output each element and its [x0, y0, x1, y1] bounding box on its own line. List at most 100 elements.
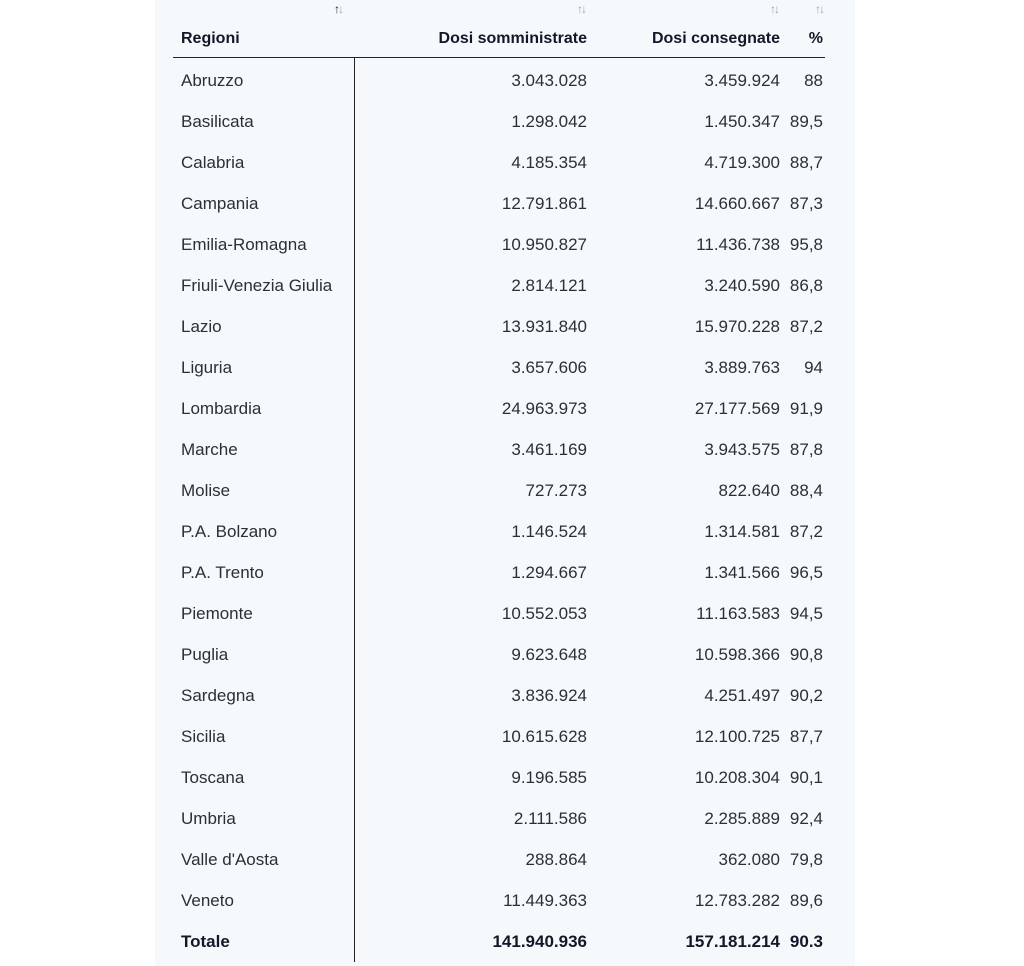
table-row: Veneto 11.449.363 12.783.282 89,6	[173, 880, 825, 921]
cell-region: Campania	[173, 183, 355, 224]
column-header-label: Dosi somministrate	[438, 30, 587, 47]
cell-administered: 4.185.354	[511, 152, 587, 172]
table-row: Lombardia 24.963.973 27.177.569 91,9	[173, 388, 825, 429]
cell-total-administered: 141.940.936	[492, 931, 587, 951]
cell-administered: 10.950.827	[501, 234, 587, 254]
cell-delivered: 15.970.228	[694, 316, 780, 336]
cell-percent: 88	[804, 70, 823, 90]
cell-delivered: 3.943.575	[704, 439, 780, 459]
cell-administered: 2.111.586	[513, 808, 587, 828]
column-header-region[interactable]: ↑↓ Regioni	[173, 0, 354, 58]
table-row: Basilicata 1.298.042 1.450.347 89,5	[173, 101, 825, 142]
cell-percent: 89,5	[789, 111, 823, 131]
cell-percent: 91,9	[789, 398, 823, 418]
cell-percent: 96,5	[789, 562, 823, 582]
table-row: Sicilia 10.615.628 12.100.725 87,7	[173, 716, 825, 757]
cell-administered: 3.657.606	[511, 357, 587, 377]
cell-administered: 1.298.042	[511, 111, 587, 131]
cell-percent: 92,4	[789, 808, 823, 828]
cell-delivered: 14.660.667	[694, 193, 780, 213]
cell-administered: 727.273	[525, 480, 587, 500]
cell-delivered: 11.436.738	[696, 234, 780, 254]
cell-delivered: 11.163.583	[696, 603, 780, 623]
table-row: Marche 3.461.169 3.943.575 87,8	[173, 429, 825, 470]
cell-administered: 3.461.169	[511, 439, 587, 459]
cell-region: Valle d'Aosta	[173, 839, 355, 880]
table-panel: ↑↓ Regioni ↑↓ Dosi somministrate ↑↓ Dosi…	[155, 0, 855, 966]
table-row: Campania 12.791.861 14.660.667 87,3	[173, 183, 825, 224]
cell-region: Lombardia	[173, 388, 355, 429]
cell-region: Marche	[173, 429, 355, 470]
table-row: Sardegna 3.836.924 4.251.497 90,2	[173, 675, 825, 716]
table-row: Piemonte 10.552.053 11.163.583 94,5	[173, 593, 825, 634]
cell-percent: 87,8	[789, 439, 823, 459]
cell-administered: 11.449.363	[503, 890, 587, 910]
cell-percent: 87,3	[789, 193, 823, 213]
cell-delivered: 10.598.366	[694, 644, 780, 664]
table-row: Umbria 2.111.586 2.285.889 92,4	[173, 798, 825, 839]
table-row: Friuli-Venezia Giulia 2.814.121 3.240.590 8…	[173, 265, 825, 306]
sort-arrows-icon[interactable]: ↑↓	[334, 2, 344, 16]
cell-percent: 95,8	[789, 234, 823, 254]
cell-delivered: 12.100.725	[694, 726, 780, 746]
cell-administered: 10.552.053	[501, 603, 587, 623]
cell-delivered: 2.285.889	[704, 808, 780, 828]
cell-administered: 12.791.861	[501, 193, 587, 213]
sort-arrows-icon[interactable]: ↑↓	[577, 2, 587, 16]
sort-arrows-icon[interactable]: ↑↓	[770, 2, 780, 16]
cell-administered: 1.294.667	[511, 562, 587, 582]
cell-administered: 24.963.973	[501, 398, 587, 418]
cell-region: Emilia-Romagna	[173, 224, 355, 265]
cell-percent: 87,7	[789, 726, 823, 746]
table-row: P.A. Bolzano 1.146.524 1.314.581 87,2	[173, 511, 825, 552]
cell-delivered: 4.251.497	[704, 685, 780, 705]
column-header-percent[interactable]: ↑↓ %	[780, 0, 825, 58]
column-header-administered[interactable]: ↑↓ Dosi somministrate	[354, 0, 587, 58]
cell-region: Puglia	[173, 634, 355, 675]
cell-administered: 1.146.524	[511, 521, 587, 541]
cell-delivered: 4.719.300	[704, 152, 780, 172]
cell-administered: 13.931.840	[501, 316, 587, 336]
cell-region: Umbria	[173, 798, 355, 839]
cell-delivered: 3.240.590	[704, 275, 780, 295]
cell-delivered: 822.640	[718, 480, 780, 500]
cell-region: Friuli-Venezia Giulia	[173, 265, 355, 306]
cell-administered: 9.623.648	[511, 644, 587, 664]
cell-region: Lazio	[173, 306, 355, 347]
cell-percent: 88,7	[789, 152, 823, 172]
cell-delivered: 1.450.347	[704, 111, 780, 131]
cell-region: Molise	[173, 470, 355, 511]
table-row: Toscana 9.196.585 10.208.304 90,1	[173, 757, 825, 798]
cell-percent: 94	[804, 357, 823, 377]
cell-delivered: 362.080	[718, 849, 780, 869]
sort-arrows-icon[interactable]: ↑↓	[815, 2, 825, 16]
cell-delivered: 3.459.924	[704, 70, 780, 90]
total-row: Totale 141.940.936 157.181.214 90.3	[173, 921, 825, 962]
column-header-label: %	[808, 30, 823, 47]
cell-total-label: Totale	[173, 921, 355, 962]
cell-administered: 3.836.924	[511, 685, 587, 705]
cell-percent: 87,2	[789, 521, 823, 541]
cell-delivered: 1.341.566	[704, 562, 780, 582]
cell-region: P.A. Bolzano	[173, 511, 355, 552]
table-row: Puglia 9.623.648 10.598.366 90,8	[173, 634, 825, 675]
table-row: Molise 727.273 822.640 88,4	[173, 470, 825, 511]
cell-region: Veneto	[173, 880, 355, 921]
table-row: Abruzzo 3.043.028 3.459.924 88	[173, 57, 825, 101]
cell-region: Piemonte	[173, 593, 355, 634]
table-row: Emilia-Romagna 10.950.827 11.436.738 95,8	[173, 224, 825, 265]
cell-percent: 86,8	[789, 275, 823, 295]
column-header-delivered[interactable]: ↑↓ Dosi consegnate	[587, 0, 780, 58]
vaccine-doses-table: ↑↓ Regioni ↑↓ Dosi somministrate ↑↓ Dosi…	[173, 0, 825, 962]
cell-percent: 90,8	[789, 644, 823, 664]
cell-percent: 89,6	[789, 890, 823, 910]
cell-delivered: 10.208.304	[694, 767, 780, 787]
cell-delivered: 1.314.581	[704, 521, 780, 541]
column-header-label: Regioni	[181, 30, 240, 47]
cell-region: Calabria	[173, 142, 355, 183]
cell-total-delivered: 157.181.214	[685, 931, 780, 951]
cell-percent: 94,5	[789, 603, 823, 623]
table-row: Liguria 3.657.606 3.889.763 94	[173, 347, 825, 388]
table-row: P.A. Trento 1.294.667 1.341.566 96,5	[173, 552, 825, 593]
cell-percent: 90,2	[789, 685, 823, 705]
